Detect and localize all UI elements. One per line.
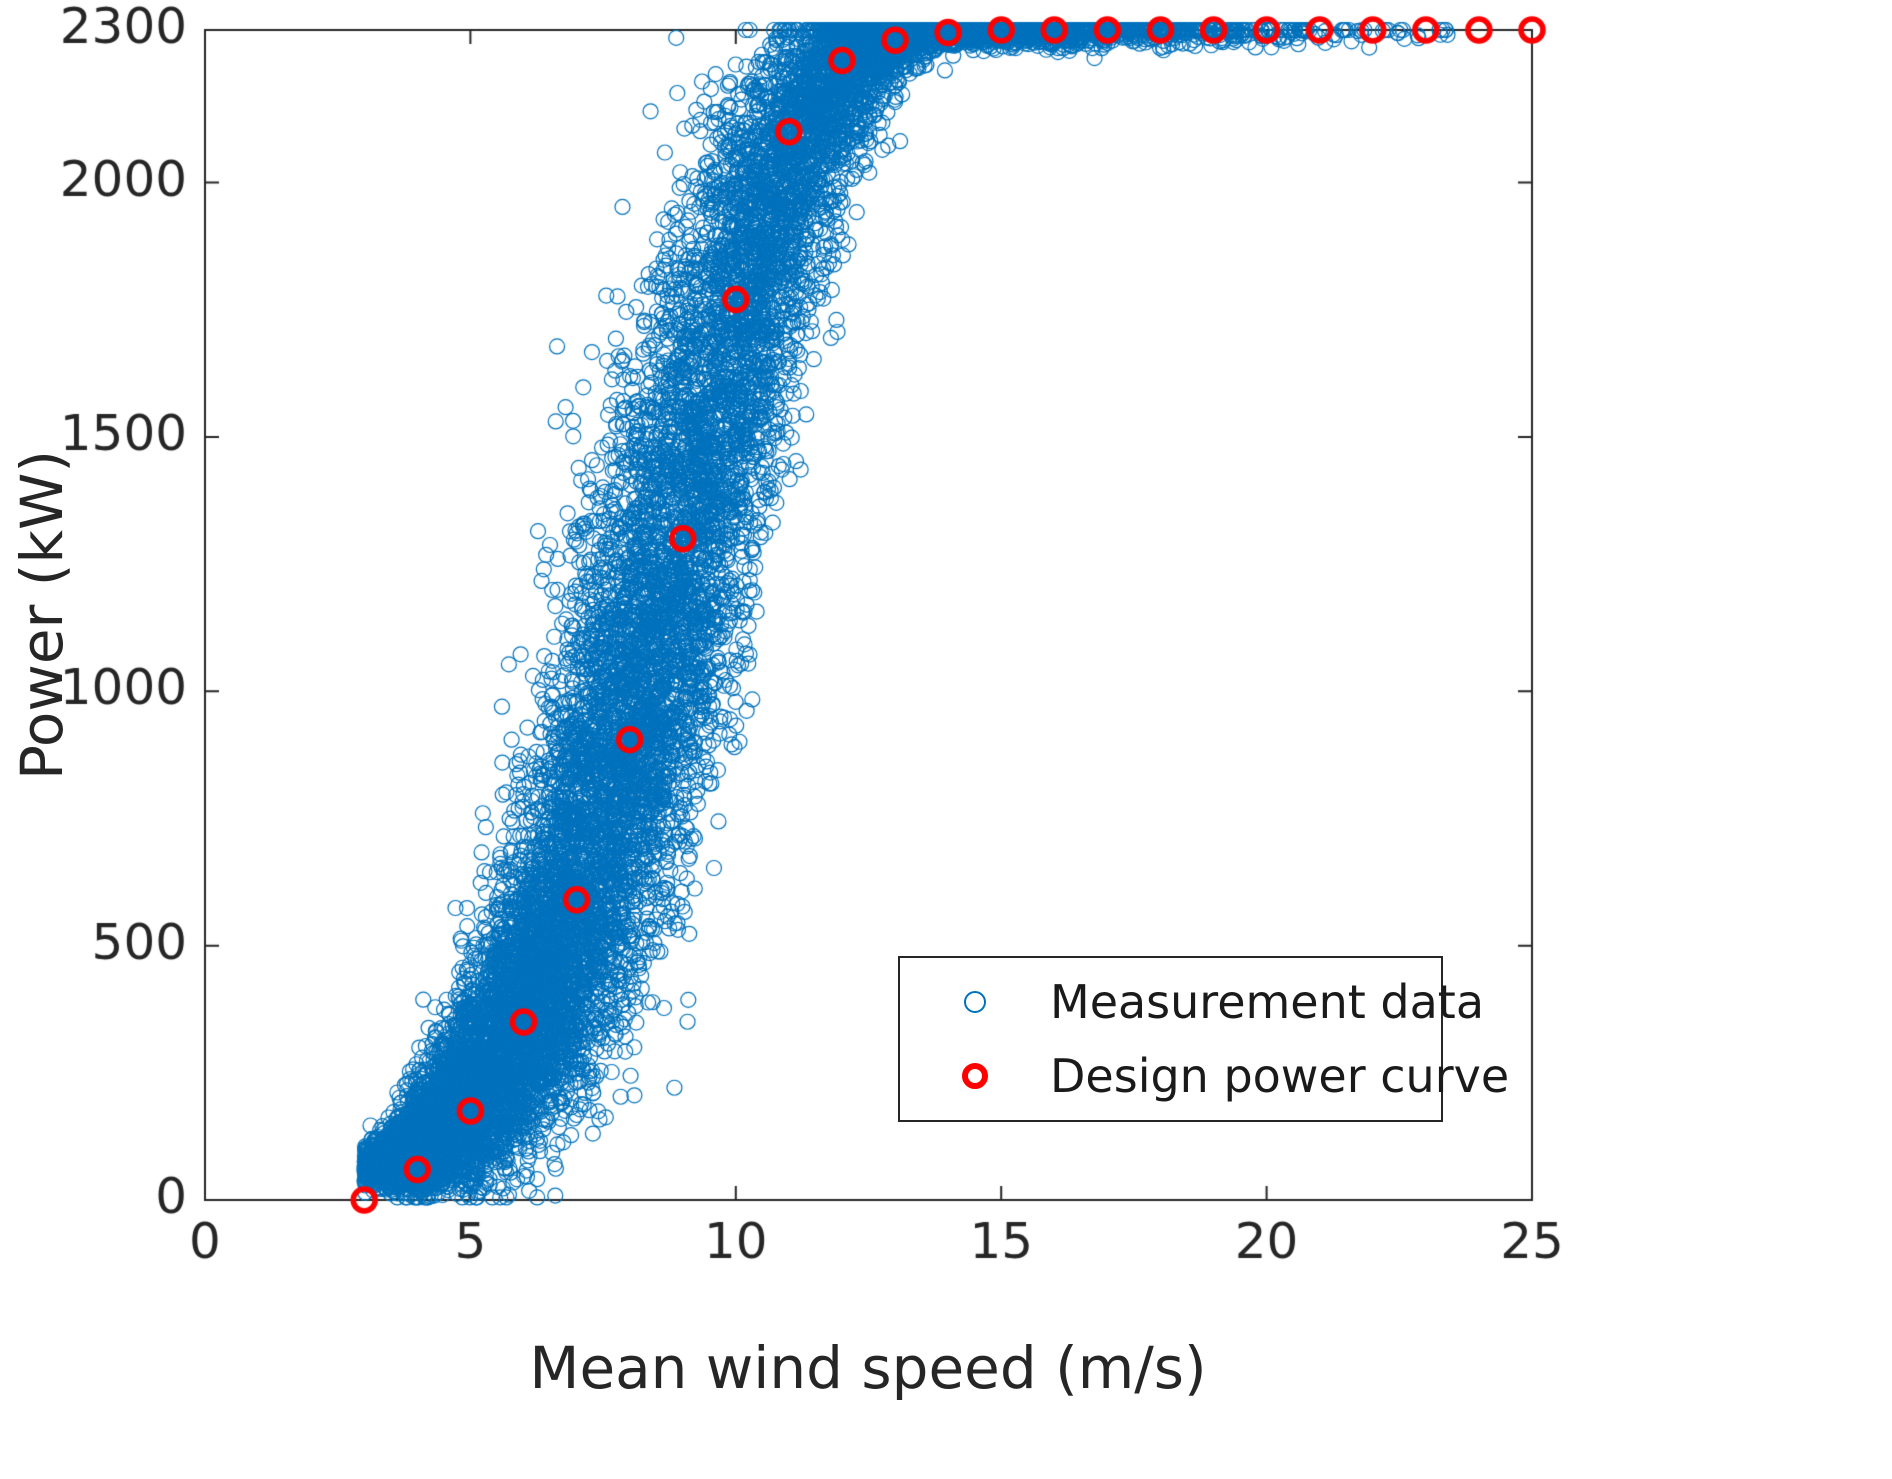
y-axis-label: Power (kW) <box>8 450 76 780</box>
legend-entry-measurement: Measurement data <box>900 968 1484 1036</box>
x-axis-label: Mean wind speed (m/s) <box>529 1334 1207 1402</box>
design-curve-marker-icon <box>900 1054 1050 1098</box>
legend-label-measurement: Measurement data <box>1050 975 1485 1029</box>
legend-label-design: Design power curve <box>1050 1049 1510 1103</box>
legend-box: Measurement data Design power curve <box>898 956 1509 1122</box>
legend-entry-design: Design power curve <box>900 1042 1509 1110</box>
measurement-marker-icon <box>900 980 1050 1024</box>
